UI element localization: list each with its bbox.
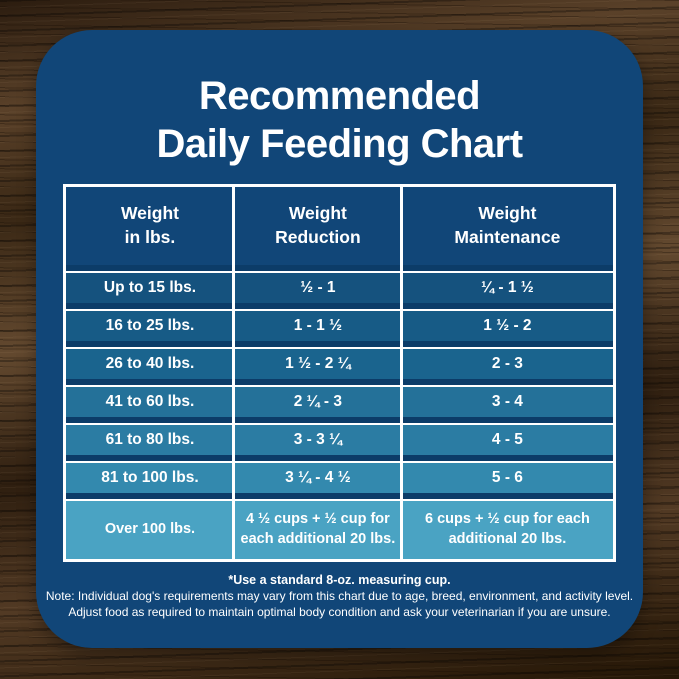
disclaimer-note-line1: Note: Individual dog's requirements may … [45, 589, 634, 603]
table-row: 16 to 25 lbs. 1 - 1 ½ 1 ½ - 2 [66, 309, 613, 341]
page-title: Recommended Daily Feeding Chart [36, 72, 643, 168]
table-header-row: Weight in lbs. Weight Reduction Weight M… [66, 187, 613, 265]
cell-maintenance-amount: ¼ - 1 ½ [481, 279, 534, 296]
cell-reduction-amount: ½ - 1 [300, 279, 336, 296]
feeding-chart-card: Recommended Daily Feeding Chart Weight i… [36, 30, 643, 648]
cell-maintenance-amount: 6 cups + ½ cup for each additional 20 lb… [425, 511, 590, 547]
cell-maintenance-amount: 2 - 3 [491, 355, 523, 372]
cell-weight-range: 61 to 80 lbs. [105, 431, 195, 448]
measuring-cup-footnote: *Use a standard 8-oz. measuring cup. [228, 573, 451, 587]
header-maintenance-line2: Maintenance [454, 227, 561, 247]
cell-maintenance-amount: 4 - 5 [491, 431, 523, 448]
cell-reduction-amount: 3 ¼ - 4 ½ [285, 469, 351, 486]
header-maintenance-line1: Weight [478, 203, 537, 224]
feeding-table: Weight in lbs. Weight Reduction Weight M… [63, 184, 616, 562]
header-weight-line1: Weight [120, 203, 179, 224]
header-cell-reduction: Weight Reduction [234, 187, 402, 265]
header-cell-weight: Weight in lbs. [66, 187, 234, 265]
cell-weight-range: Up to 15 lbs. [103, 279, 197, 296]
cell-reduction-amount: 3 - 3 ¼ [293, 431, 342, 448]
table-row: 26 to 40 lbs. 1 ½ - 2 ¼ 2 - 3 [66, 347, 613, 379]
cell-reduction-amount: 1 ½ - 2 ¼ [285, 355, 351, 372]
table-row: 41 to 60 lbs. 2 ¼ - 3 3 - 4 [66, 385, 613, 417]
cell-reduction-amount: 1 - 1 ½ [293, 317, 342, 334]
cell-weight-range: 41 to 60 lbs. [105, 393, 195, 410]
cell-reduction-amount: 2 ¼ - 3 [293, 393, 342, 410]
cell-maintenance-amount: 3 - 4 [491, 393, 523, 410]
column-divider [232, 187, 236, 559]
cell-weight-range: 26 to 40 lbs. [105, 355, 195, 372]
disclaimer-note-line2: Adjust food as required to maintain opti… [68, 605, 611, 620]
table-row: Up to 15 lbs. ½ - 1 ¼ - 1 ½ [66, 271, 613, 303]
page-title-line2: Daily Feeding Chart [156, 122, 523, 166]
cell-maintenance-amount: 1 ½ - 2 [483, 317, 532, 334]
header-weight-line2: in lbs. [124, 227, 176, 247]
column-divider [400, 187, 404, 559]
header-reduction-line1: Weight [288, 203, 347, 224]
table-row: 81 to 100 lbs. 3 ¼ - 4 ½ 5 - 6 [66, 461, 613, 493]
cell-weight-range: 16 to 25 lbs. [105, 317, 195, 334]
cell-weight-range: 81 to 100 lbs. [101, 469, 199, 486]
table-row: Over 100 lbs. 4 ½ cups + ½ cup for each … [66, 499, 613, 559]
cell-maintenance-amount: 5 - 6 [491, 469, 523, 486]
header-reduction-line2: Reduction [275, 227, 361, 247]
table-row: 61 to 80 lbs. 3 - 3 ¼ 4 - 5 [66, 423, 613, 455]
page-title-line1: Recommended [198, 74, 481, 118]
cell-reduction-amount: 4 ½ cups + ½ cup for each additional 20 … [240, 511, 396, 547]
cell-weight-range: Over 100 lbs. [104, 521, 196, 538]
header-cell-maintenance: Weight Maintenance [402, 187, 613, 265]
